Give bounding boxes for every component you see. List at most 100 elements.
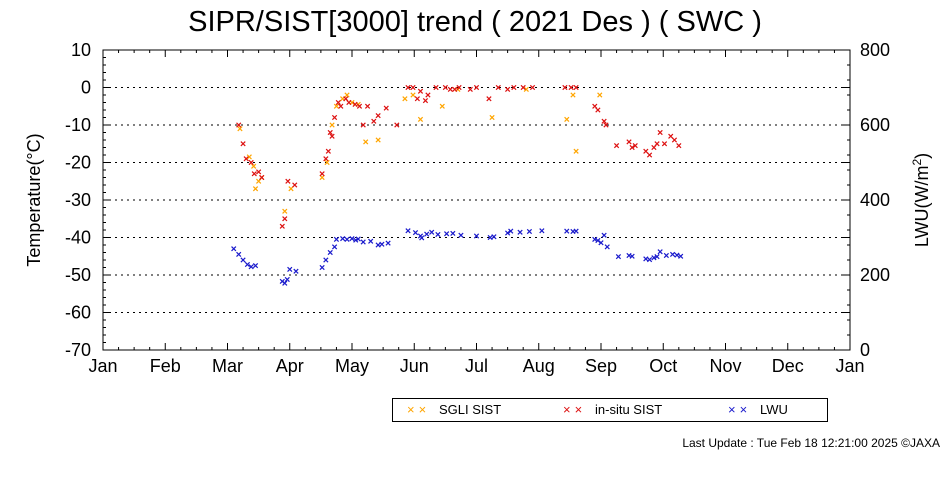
- y-tick-label: -10: [65, 115, 91, 135]
- y-axis-label: Temperature(°C): [24, 133, 44, 266]
- data-point-sgli-sist: [363, 139, 369, 145]
- data-point-lwu: [598, 240, 604, 246]
- legend-label-lwu: LWU: [760, 402, 788, 417]
- data-point-sgli-sist: [282, 208, 288, 214]
- data-point-in-situ-sist: [319, 171, 325, 177]
- data-point-lwu: [473, 233, 480, 239]
- data-point-in-situ-sist: [473, 84, 480, 91]
- data-point-lwu: [385, 240, 391, 246]
- data-point-in-situ-sist: [511, 84, 517, 91]
- data-point-in-situ-sist: [236, 122, 242, 128]
- data-point-in-situ-sist: [495, 84, 501, 91]
- data-point-in-situ-sist: [364, 103, 371, 109]
- data-point-lwu: [595, 237, 601, 244]
- data-point-in-situ-sist: [410, 84, 416, 91]
- y2-tick-label: 0: [860, 340, 870, 360]
- data-point-lwu: [651, 255, 657, 261]
- data-point-in-situ-sist: [603, 122, 609, 128]
- data-point-in-situ-sist: [646, 152, 653, 158]
- data-point-lwu: [539, 228, 545, 234]
- y2-axis-label: LWU(W/m2): [910, 153, 932, 247]
- data-point-in-situ-sist: [279, 223, 285, 229]
- data-point-lwu: [615, 254, 622, 260]
- data-point-lwu: [424, 231, 430, 237]
- data-point-lwu: [526, 228, 533, 235]
- x-tick-label: May: [335, 356, 369, 376]
- data-point-sgli-sist: [344, 92, 350, 98]
- y-tick-label: -50: [65, 265, 91, 285]
- data-point-lwu: [331, 244, 338, 250]
- data-point-in-situ-sist: [327, 129, 333, 136]
- data-point-in-situ-sist: [676, 143, 682, 149]
- last-update-text: Last Update : Tue Feb 18 12:21:00 2025 ©…: [682, 436, 940, 450]
- data-point-in-situ-sist: [632, 143, 638, 149]
- data-point-lwu: [405, 228, 411, 234]
- data-point-in-situ-sist: [601, 118, 607, 124]
- x-tick-label: Nov: [709, 356, 741, 376]
- data-point-in-situ-sist: [671, 137, 678, 143]
- data-point-in-situ-sist: [329, 133, 335, 139]
- data-point-sgli-sist: [489, 114, 495, 121]
- data-point-lwu: [643, 256, 649, 262]
- x-tick-label: Sep: [585, 356, 617, 376]
- data-point-lwu: [458, 232, 464, 238]
- data-point-lwu: [669, 251, 676, 257]
- data-point-sgli-sist: [410, 92, 416, 98]
- data-point-in-situ-sist: [383, 105, 389, 111]
- data-point-lwu: [287, 266, 293, 272]
- data-point-lwu: [517, 229, 523, 235]
- data-point-in-situ-sist: [375, 113, 381, 119]
- data-point-in-situ-sist: [422, 98, 429, 104]
- data-point-lwu: [368, 238, 374, 244]
- x-tick-label: Aug: [523, 356, 555, 376]
- y2-tick-label: 400: [860, 190, 890, 210]
- legend-label-sgli-sist: SGLI SIST: [439, 402, 502, 417]
- x-tick-label: Mar: [212, 356, 243, 376]
- data-point-in-situ-sist: [325, 148, 331, 154]
- data-point-lwu: [663, 252, 669, 259]
- data-point-in-situ-sist: [629, 144, 635, 151]
- legend-item-sgli-sist: ×× SGLI SIST: [407, 402, 501, 418]
- chart-legend: ×× SGLI SIST ×× in-situ SIST ×× LWU: [392, 398, 828, 422]
- data-point-in-situ-sist: [346, 99, 352, 106]
- data-point-in-situ-sist: [251, 171, 257, 177]
- data-point-in-situ-sist: [520, 84, 526, 91]
- chart-title: SIPR/SIST[3000] trend ( 2021 Des ) ( SWC…: [188, 6, 762, 38]
- data-point-in-situ-sist: [595, 107, 601, 113]
- data-point-in-situ-sist: [654, 141, 660, 147]
- data-point-lwu: [236, 251, 242, 257]
- y2-tick-label: 200: [860, 265, 890, 285]
- data-point-in-situ-sist: [456, 84, 462, 91]
- data-point-in-situ-sist: [352, 101, 358, 107]
- data-point-in-situ-sist: [256, 169, 262, 175]
- data-point-lwu: [375, 242, 381, 248]
- x-tick-label: Apr: [276, 356, 304, 376]
- x-tick-label: Feb: [150, 356, 181, 376]
- data-point-sgli-sist: [329, 122, 335, 128]
- data-point-sgli-sist: [252, 186, 259, 192]
- data-point-lwu: [284, 276, 290, 283]
- data-point-lwu: [657, 249, 663, 255]
- data-point-lwu: [379, 241, 385, 247]
- data-point-lwu: [244, 261, 251, 268]
- data-point-lwu: [592, 236, 598, 242]
- data-point-in-situ-sist: [285, 178, 291, 184]
- y-tick-label: -70: [65, 340, 91, 360]
- data-point-lwu: [344, 236, 350, 242]
- data-point-lwu: [282, 280, 288, 286]
- data-point-in-situ-sist: [331, 114, 338, 121]
- data-point-sgli-sist: [324, 159, 330, 166]
- data-point-in-situ-sist: [657, 129, 663, 136]
- data-point-sgli-sist: [573, 148, 579, 154]
- data-point-lwu: [674, 252, 680, 258]
- y2-tick-label: 600: [860, 115, 890, 135]
- data-point-in-situ-sist: [414, 96, 420, 102]
- legend-item-lwu: ×× LWU: [728, 402, 788, 418]
- data-point-in-situ-sist: [661, 141, 668, 147]
- data-point-lwu: [646, 257, 653, 263]
- data-point-in-situ-sist: [240, 141, 246, 147]
- data-point-lwu: [323, 257, 329, 263]
- data-point-sgli-sist: [523, 86, 529, 92]
- data-point-lwu: [654, 254, 660, 260]
